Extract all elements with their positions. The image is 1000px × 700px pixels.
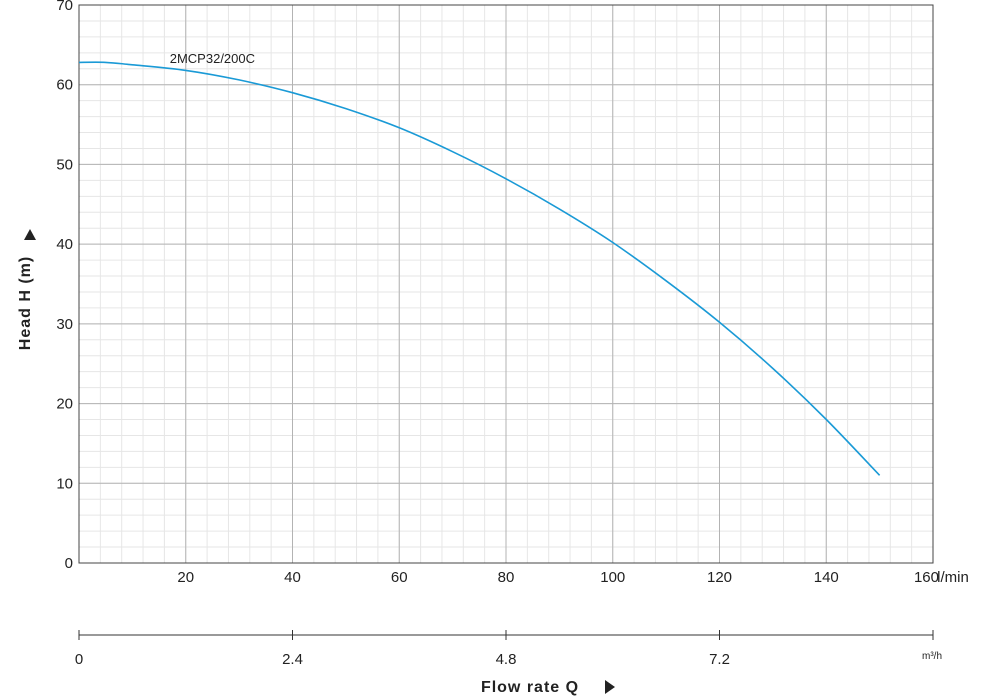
- x-axis-label: Flow rate Q: [481, 679, 579, 696]
- x-tick-label: 40: [284, 569, 301, 586]
- x-tick-label: 20: [177, 569, 194, 586]
- x-tick-label: 60: [391, 569, 408, 586]
- x2-tick-label: 4.8: [496, 651, 517, 668]
- y-tick-labels: 0 10 20 30 40 50 60 70: [56, 0, 73, 572]
- x-tick-labels: 20 40 60 80 100 120 140 160: [177, 569, 939, 586]
- x-tick-label: 80: [498, 569, 515, 586]
- x-axis-arrow-icon: [605, 680, 615, 694]
- series-group: 2MCP32/200C: [78, 51, 881, 476]
- y-tick-label: 60: [56, 77, 73, 94]
- y-tick-label: 20: [56, 396, 73, 413]
- y-axis-arrow-icon: [24, 229, 36, 240]
- y-tick-label: 50: [56, 156, 73, 173]
- x-unit-label: l/min: [937, 569, 969, 586]
- x2-tick-label: 0: [75, 651, 83, 668]
- y-tick-label: 30: [56, 316, 73, 333]
- series-line: [78, 61, 881, 476]
- y-tick-label: 10: [56, 475, 73, 492]
- y-tick-label: 70: [56, 0, 73, 14]
- y-tick-label: 0: [65, 555, 73, 572]
- plot-frame: [78, 4, 934, 564]
- series-label: 2MCP32/200C: [170, 51, 255, 66]
- x-tick-label: 160: [914, 569, 939, 586]
- y-axis-label: Head H (m): [17, 256, 34, 350]
- y-axis-title: Head H (m): [17, 256, 34, 350]
- x2-tick-label: 7.2: [709, 651, 730, 668]
- x2-unit-label: m³/h: [922, 651, 942, 662]
- major-grid: [79, 5, 933, 563]
- minor-grid: [79, 5, 933, 563]
- x-tick-label: 120: [707, 569, 732, 586]
- x-tick-label: 140: [814, 569, 839, 586]
- secondary-x-ticks: 0 2.4 4.8 7.2: [75, 630, 934, 668]
- y-tick-label: 40: [56, 236, 73, 253]
- x2-tick-label: 2.4: [282, 651, 303, 668]
- x-tick-label: 100: [600, 569, 625, 586]
